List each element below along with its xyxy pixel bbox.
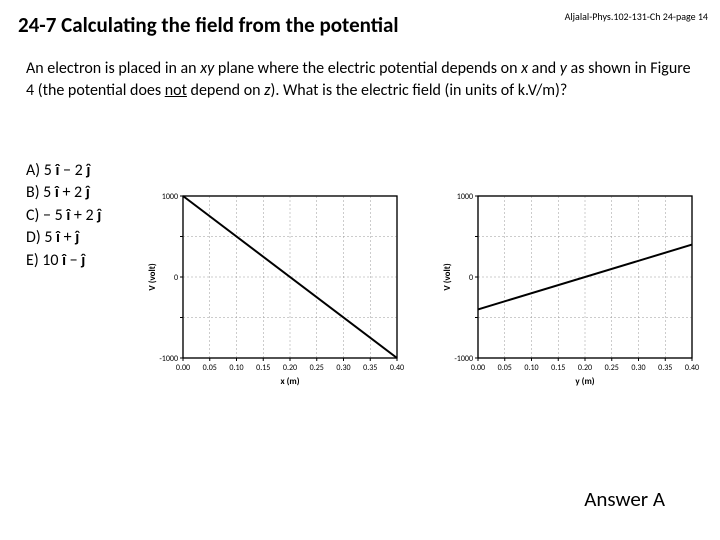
- svg-text:-1000: -1000: [454, 354, 473, 364]
- choice-mid: + 2: [70, 206, 97, 225]
- svg-text:0.10: 0.10: [229, 363, 243, 373]
- svg-text:0.25: 0.25: [605, 363, 619, 373]
- choice-label: B) 5: [26, 183, 55, 202]
- choice-mid: +: [60, 228, 75, 247]
- choice-a: A) 5 î − 2 ĵ: [26, 160, 101, 182]
- svg-text:y (m): y (m): [575, 376, 594, 387]
- unit-j: ĵ: [81, 251, 85, 270]
- choice-b: B) 5 î + 2 ĵ: [26, 182, 101, 204]
- unit-j: ĵ: [75, 228, 79, 247]
- choice-c: C) − 5 î + 2 ĵ: [26, 205, 101, 227]
- svg-text:0: 0: [174, 273, 178, 283]
- choice-mid: −: [66, 251, 81, 270]
- answer-text: Answer A: [584, 486, 665, 512]
- problem-statement: An electron is placed in an xy plane whe…: [26, 58, 696, 101]
- choice-label: A) 5: [26, 161, 55, 180]
- svg-text:0.35: 0.35: [363, 363, 377, 373]
- svg-text:0: 0: [469, 273, 473, 283]
- text-y: y: [560, 59, 567, 78]
- svg-text:0.00: 0.00: [471, 363, 485, 373]
- text-fragment: and: [528, 59, 560, 78]
- svg-text:1000: 1000: [162, 192, 178, 202]
- text-fragment: depend on: [187, 81, 264, 100]
- svg-text:0.30: 0.30: [336, 363, 350, 373]
- text-not: not: [165, 81, 187, 100]
- svg-text:0.25: 0.25: [310, 363, 324, 373]
- choice-e: E) 10 î − ĵ: [26, 250, 101, 272]
- svg-text:x (m): x (m): [280, 376, 299, 387]
- section-title: 24-7 Calculating the field from the pote…: [18, 12, 399, 38]
- svg-text:0.35: 0.35: [658, 363, 672, 373]
- unit-j: ĵ: [86, 183, 90, 202]
- svg-text:0.20: 0.20: [283, 363, 297, 373]
- svg-text:0.40: 0.40: [685, 363, 699, 373]
- page-reference: Aljalal-Phys.102-131-Ch 24-page 14: [565, 10, 708, 23]
- text-fragment: An electron is placed in an: [26, 59, 200, 78]
- svg-text:0.15: 0.15: [551, 363, 565, 373]
- chart-v-vs-y: 0.00 0.05 0.10 0.15 0.20 0.25 0.30 0.35 0.40 -100…: [440, 188, 700, 388]
- choice-label: C) − 5: [26, 206, 66, 225]
- svg-text:1000: 1000: [457, 192, 473, 202]
- choice-label: E) 10: [26, 251, 62, 270]
- text-fragment: plane where the electric potential depen…: [214, 59, 521, 78]
- unit-j: ĵ: [86, 161, 90, 180]
- choice-d: D) 5 î + ĵ: [26, 227, 101, 249]
- choice-mid: − 2: [59, 161, 86, 180]
- answer-choices: A) 5 î − 2 ĵ B) 5 î + 2 ĵ C) − 5 î + 2 ĵ…: [26, 160, 101, 272]
- svg-text:-1000: -1000: [159, 354, 178, 364]
- svg-text:0.10: 0.10: [524, 363, 538, 373]
- svg-text:0.20: 0.20: [578, 363, 592, 373]
- svg-text:0.40: 0.40: [390, 363, 404, 373]
- text-fragment: ). What is the electric field (in units …: [271, 81, 568, 100]
- text-x: x: [521, 59, 528, 78]
- svg-text:0.05: 0.05: [203, 363, 217, 373]
- svg-text:V (volt): V (volt): [442, 263, 453, 291]
- svg-text:V (volt): V (volt): [147, 263, 158, 291]
- choice-mid: + 2: [59, 183, 86, 202]
- svg-text:0.15: 0.15: [256, 363, 270, 373]
- choice-label: D) 5: [26, 228, 56, 247]
- svg-text:0.00: 0.00: [176, 363, 190, 373]
- svg-text:0.30: 0.30: [631, 363, 645, 373]
- chart-v-vs-x: 0.00 0.05 0.10 0.15 0.20 0.25 0.30 0.35 0.40 -100…: [145, 188, 405, 388]
- unit-j: ĵ: [97, 206, 101, 225]
- text-xy: xy: [200, 59, 214, 78]
- svg-text:0.05: 0.05: [498, 363, 512, 373]
